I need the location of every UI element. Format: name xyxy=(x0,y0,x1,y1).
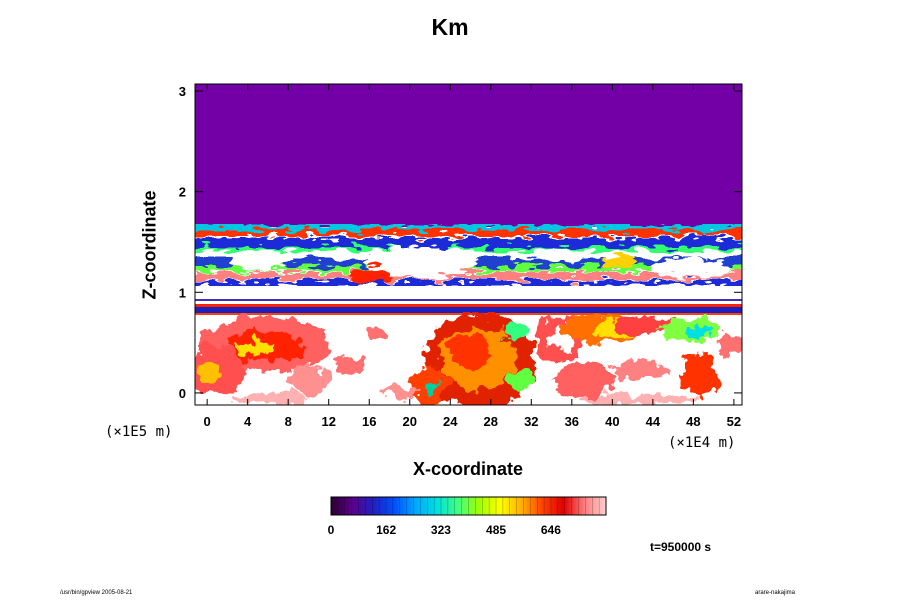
colorbar-tick-label: 0 xyxy=(328,523,335,537)
chart-title: Km xyxy=(431,14,469,40)
x-tick-label: 36 xyxy=(565,414,579,429)
y-axis-ticks: 0 1 2 3 xyxy=(179,84,742,401)
x-tick-label: 32 xyxy=(524,414,538,429)
colorbar-tick-label: 646 xyxy=(541,523,561,537)
x-tick-label: 4 xyxy=(244,414,252,429)
y-axis-unit: (×1E5 m) xyxy=(105,424,173,440)
upper-uniform-region xyxy=(195,84,742,227)
footer-left: /usr/bin/gpview 2005-08-21 xyxy=(60,590,133,596)
x-axis-ticks: 0 4 8 12 16 20 24 28 32 36 40 44 48 52 xyxy=(204,84,741,429)
colorbar-tick-label: 485 xyxy=(486,523,506,537)
x-axis-unit: (×1E4 m) xyxy=(668,435,736,451)
colorbar-tick-label: 323 xyxy=(431,523,451,537)
x-tick-label: 52 xyxy=(727,414,741,429)
y-tick-label: 0 xyxy=(179,386,186,401)
transition-layer xyxy=(195,224,742,286)
heatmap-field xyxy=(195,84,742,405)
x-tick-label: 28 xyxy=(484,414,498,429)
footer-right: arare-nakajima xyxy=(755,590,796,596)
x-tick-label: 48 xyxy=(686,414,700,429)
x-tick-label: 44 xyxy=(646,414,661,429)
x-tick-label: 0 xyxy=(204,414,211,429)
x-tick-label: 40 xyxy=(605,414,619,429)
convective-layer xyxy=(195,312,742,405)
x-axis-label: X-coordinate xyxy=(412,459,523,479)
x-tick-label: 8 xyxy=(285,414,292,429)
time-label: t=950000 s xyxy=(650,540,712,554)
y-axis-label: Z-coordinate xyxy=(139,190,160,300)
x-tick-label: 20 xyxy=(403,414,417,429)
y-tick-label: 3 xyxy=(179,84,186,99)
plot-frame xyxy=(194,83,743,406)
colorbar-tick-label: 162 xyxy=(376,523,396,537)
x-tick-label: 12 xyxy=(321,414,335,429)
colorbar-ticks: 0 162 323 485 646 xyxy=(328,497,600,537)
x-tick-label: 16 xyxy=(362,414,376,429)
y-tick-label: 2 xyxy=(179,185,186,200)
y-tick-label: 1 xyxy=(179,285,186,300)
x-tick-label: 24 xyxy=(443,414,458,429)
